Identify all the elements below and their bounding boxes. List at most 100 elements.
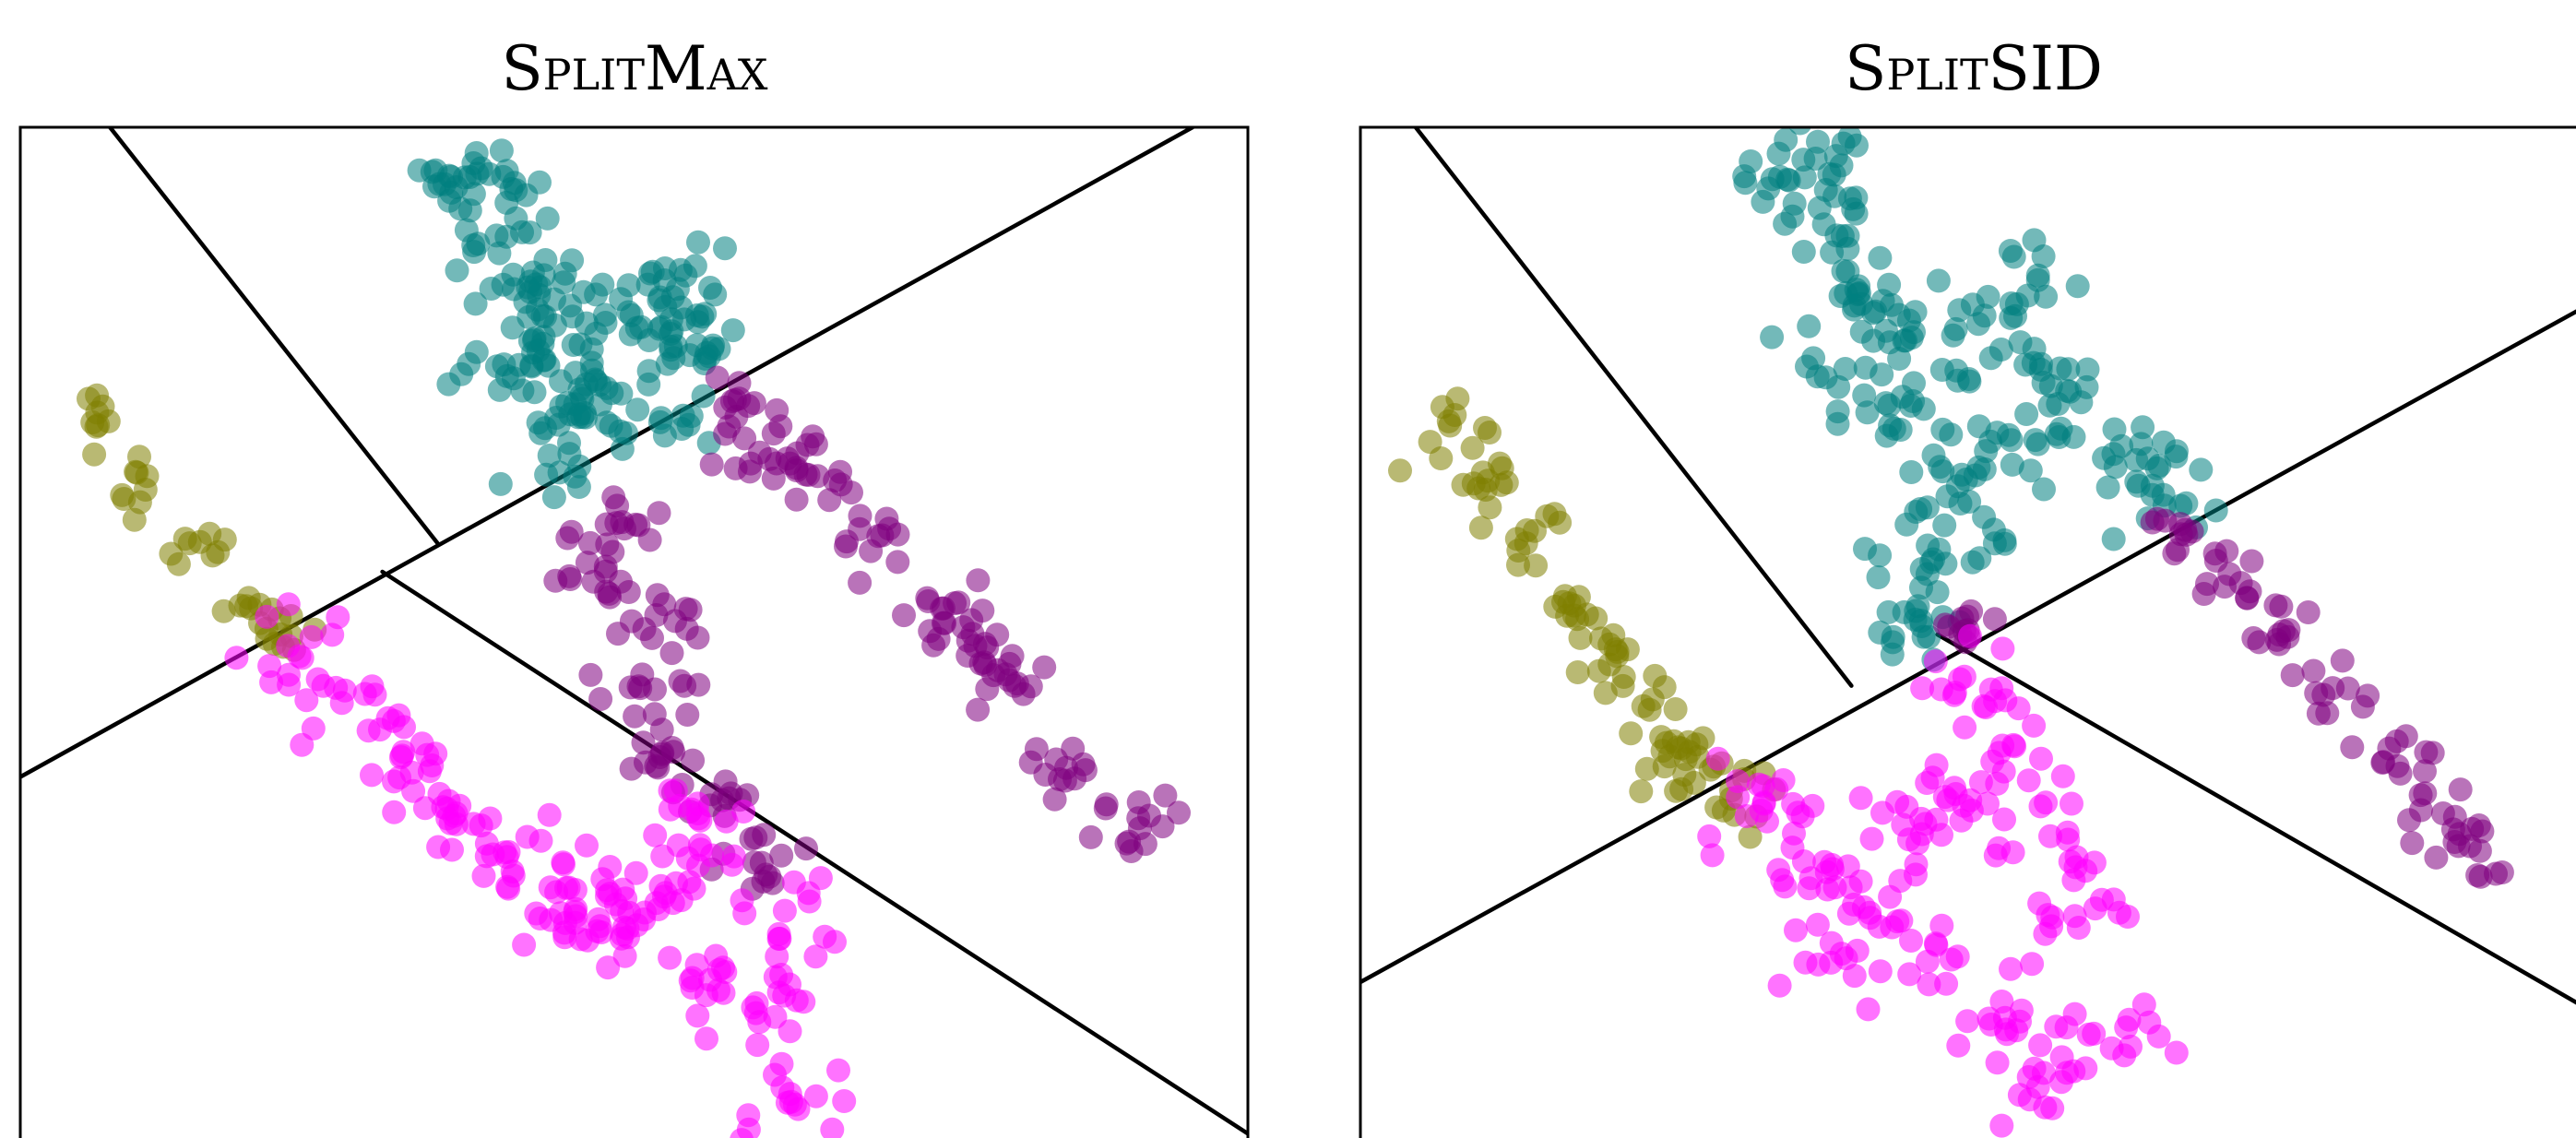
scatter-point [1882,416,1906,441]
scatter-point [1746,772,1771,797]
scatter-point [823,930,847,954]
scatter-point [926,626,951,651]
scatter-point [2137,1010,2162,1035]
scatter-point [772,898,797,923]
scatter-point [659,641,684,666]
scatter-point [1998,239,2023,263]
scatter-point [1042,787,1067,812]
scatter-point [2031,244,2056,268]
scatter-point [2075,357,2100,382]
scatter-point [2033,921,2058,946]
scatter-point [484,223,509,248]
scatter-point [1770,868,1795,893]
scatter-point [464,141,489,165]
scatter-point [1880,642,1905,667]
scatter-point [628,676,653,701]
scatter-point [1923,931,1948,956]
scatter-point [1610,673,1635,698]
scatter-point [796,463,821,487]
scatter-point [326,605,350,630]
scatter-point [2408,783,2433,808]
scatter-point [2296,600,2321,624]
scatter-point [1094,792,1119,817]
scatter-point [747,1010,772,1035]
scatter-point [1814,859,1839,884]
scatter-point [2029,351,2053,376]
scatter-point [294,688,319,713]
scatter-point [1773,211,1798,236]
scatter-point [557,431,581,456]
scatter-point [2484,861,2508,886]
scatter-point [360,763,384,788]
scatter-point [963,634,988,658]
scatter-point [1829,942,1854,966]
scatter-point [2414,740,2439,765]
scatter-point [2101,527,2126,551]
partition-line-1 [1413,127,1854,688]
scatter-point [619,609,644,634]
scatter-point [2424,845,2449,870]
scatter-point [1629,779,1654,804]
scatter-point [685,1003,710,1028]
scatter-point [1955,1009,1980,1034]
scatter-point [1945,944,1970,969]
scatter-point [2140,473,2165,498]
scatter-point [457,198,482,223]
scatter-point [885,550,910,575]
scatter-point [694,1026,718,1051]
scatter-point [1891,812,1916,837]
scatter-point [2269,594,2294,619]
scatter-point [1167,800,1191,825]
scatter-point [2217,562,2242,587]
scatter-point [1873,391,1898,416]
scatter-point [2301,658,2326,683]
scatter-point [1894,512,1919,537]
scatter-point [1982,607,2007,632]
scatter-point [649,717,674,742]
scatter-point [2095,475,2120,500]
scatter-point [1917,624,1941,649]
scatter-point [784,487,809,512]
scatter-point [687,833,712,858]
scatter-point [1004,671,1029,696]
scatter-point [2029,746,2053,771]
scatter-point [1780,836,1805,860]
scatter-point [772,983,797,1008]
scatter-point [2076,1022,2101,1047]
scatter-point [742,850,766,875]
scatter-point [623,860,648,885]
scatter-point [585,919,610,943]
scatter-point [763,965,788,990]
scatter-point [736,1103,761,1128]
scatter-point [600,539,625,564]
scatter-point [1976,791,2000,816]
scatter-point [1985,1050,2010,1075]
scatter-point [1939,422,1964,447]
scatter-point [593,302,617,327]
scatter-point [420,753,445,777]
scatter-point [645,583,670,608]
scatter-point [763,1062,787,1087]
scatter-point [2101,442,2126,467]
scatter-points-splitsid [1388,127,2514,1138]
scatter-point [685,625,710,650]
scatter-point [588,373,612,397]
scatter-point [1781,791,1806,816]
scatter-point [1732,164,1757,189]
panel-splitsid: SplitSID [1359,33,2576,1138]
scatter-point [96,409,121,433]
scatter-point [537,444,562,468]
scatter-point [1418,430,1442,455]
scatter-point [122,507,147,532]
scatter-point [534,462,559,487]
scatter-point [1451,472,1476,497]
scatter-point [623,704,647,729]
scatter-point [745,1033,770,1058]
scatter-point [1929,677,1953,702]
scatter-point [637,528,662,552]
scatter-point [2000,452,2024,477]
scatter-point [2140,510,2165,535]
scatter-point [1966,312,1990,337]
scatter-point [1950,462,1974,487]
scatter-point [2321,676,2345,701]
